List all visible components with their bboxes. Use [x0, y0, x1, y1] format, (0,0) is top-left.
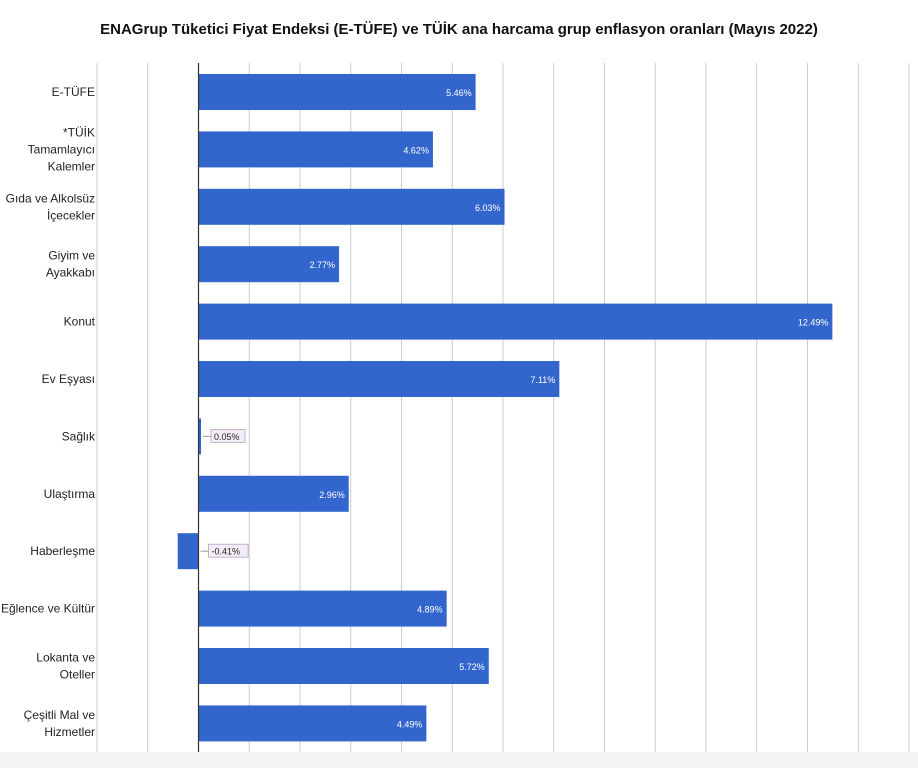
grid-lines	[96, 63, 910, 752]
category-label: Konut	[64, 315, 96, 329]
category-label: Haberleşme	[30, 544, 95, 558]
bar	[198, 418, 202, 455]
value-label: -0.41%	[212, 547, 241, 557]
category-label: *TÜİK Tamamlayıcı Kalemler	[28, 125, 95, 173]
category-label: Lokanta ve Oteller	[36, 651, 95, 682]
bar	[198, 131, 433, 168]
bar	[198, 648, 489, 684]
category-label: Gıda ve Alkolsüz İçecekler	[6, 191, 95, 222]
bar	[198, 74, 476, 110]
bar	[198, 246, 340, 283]
chart-title: ENAGrup Tüketici Fiyat Endeksi (E-TÜFE) …	[100, 21, 818, 38]
value-label-box	[210, 428, 246, 443]
bar	[198, 188, 505, 225]
bottom-strip	[0, 752, 918, 768]
value-label: 5.72%	[459, 662, 485, 672]
value-label: 12.49%	[798, 318, 829, 328]
value-label: 7.11%	[530, 375, 555, 385]
category-label: Giyim ve Ayakkabı	[46, 249, 95, 280]
value-label: 4.89%	[417, 605, 443, 615]
category-label: Eğlence ve Kültür	[1, 602, 95, 616]
value-label: 2.96%	[319, 490, 345, 500]
value-label-box	[208, 543, 249, 558]
value-labels: 5.46% 4.62% 6.03% 2.77% 12.49% 7.11% 0.05% 2.96…	[200, 88, 829, 729]
category-label: Çeşitli Mal ve Hizmetler	[24, 708, 96, 739]
value-label: 0.05%	[214, 432, 240, 442]
value-label: 4.62%	[403, 145, 429, 155]
value-label: 2.77%	[310, 260, 336, 270]
category-label: Ev Eşyası	[42, 372, 95, 386]
bar	[198, 590, 447, 627]
bar	[198, 361, 560, 397]
bar	[198, 475, 349, 512]
category-label: E-TÜFE	[52, 85, 95, 99]
category-labels: E-TÜFE *TÜİK Tamamlayıcı Kalemler Gıda ve Al…	[1, 85, 96, 739]
bars	[177, 74, 833, 742]
value-label: 4.49%	[397, 719, 423, 729]
bar	[177, 533, 199, 570]
value-label: 5.46%	[446, 88, 472, 98]
bar	[198, 705, 427, 742]
value-label: 6.03%	[475, 203, 501, 213]
bar	[198, 303, 833, 340]
category-label: Ulaştırma	[44, 487, 96, 501]
category-label: Sağlık	[62, 429, 96, 443]
